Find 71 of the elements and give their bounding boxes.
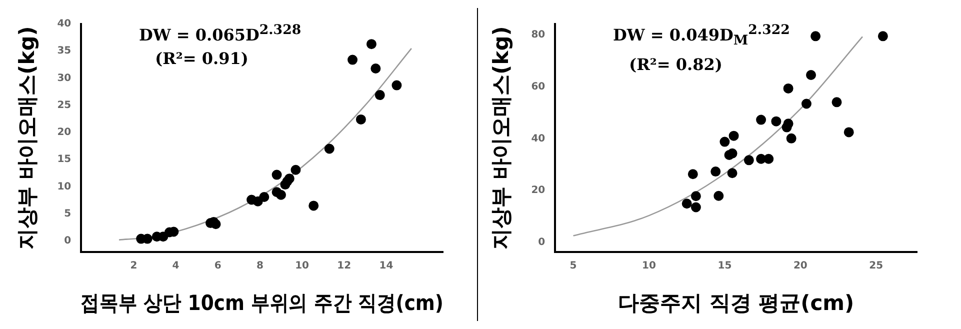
y-tick-label: 15 [57,154,72,166]
point [810,31,821,42]
point [370,63,381,74]
x-tick-label: 2 [130,260,138,272]
point [374,90,385,100]
point [783,83,794,94]
y-tick-label: 80 [531,30,546,41]
point [727,168,738,178]
y-tick-label: 25 [57,100,72,111]
point [272,170,282,180]
point [308,200,319,211]
x-tick-label: 5 [570,260,577,272]
point [210,219,221,230]
point [744,155,754,166]
x-axis-title: 다중주지 직경 평균(cm) [618,290,854,315]
point [728,130,739,141]
y-tick-label: 60 [531,82,546,92]
point [284,174,294,184]
x-tick-label: 4 [172,260,180,272]
point [276,190,286,200]
point [290,164,301,175]
point [786,133,796,144]
point [720,136,730,147]
x-axis-title: 접목부 상단 10cm 부위의 주간 직경(cm) [80,290,444,316]
point [714,190,724,201]
point [878,31,888,42]
point [356,114,366,124]
y-axis-title: 지상부 바이오매스(kg) [15,26,40,250]
y-tick-label: 40 [531,133,546,144]
point [366,39,376,50]
point [756,114,766,125]
point [392,80,402,90]
point [710,166,721,177]
annotation: DW = 0.065D$^{2.328}$ [139,21,302,46]
y-tick-label: 5 [64,208,72,220]
point [259,192,270,202]
x-tick-label: 10 [642,260,656,272]
point [324,144,334,154]
y-tick-label: 30 [57,72,72,84]
x-tick-label: 20 [793,260,808,272]
y-tick-label: 0 [538,236,546,248]
y-tick-label: 10 [57,181,72,192]
point [690,191,701,202]
y-axis-title: 지상부 바이오매스(kg) [489,26,514,250]
x-tick-label: 8 [256,260,264,272]
point [801,98,812,109]
point [688,169,698,180]
point [844,127,854,138]
x-tick-label: 25 [869,260,884,272]
y-tick-label: 40 [57,18,72,30]
x-tick-label: 15 [718,260,732,272]
point [348,54,358,65]
point [806,70,816,80]
point [727,148,738,158]
annotation: (R²= 0.82) [628,54,724,76]
y-tick-label: 20 [57,127,72,138]
point [690,202,701,212]
point [682,198,692,209]
point [771,116,782,126]
x-tick-label: 6 [214,260,222,272]
point [782,122,792,132]
y-tick-label: 35 [57,46,72,57]
annotation: (R²= 0.91) [154,48,250,70]
x-tick-label: 14 [379,260,394,272]
x-tick-label: 12 [337,260,352,272]
x-tick-label: 10 [295,260,310,272]
point [832,97,842,108]
line-series [118,48,412,241]
point [764,154,774,164]
y-tick-label: 20 [531,185,546,196]
y-tick-label: 0 [64,236,72,247]
